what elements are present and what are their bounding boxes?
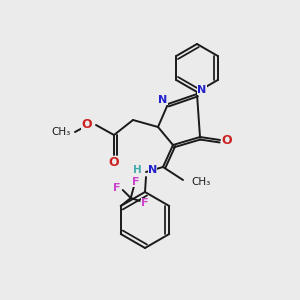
Text: N: N <box>197 85 207 95</box>
Text: N: N <box>148 165 157 175</box>
Text: O: O <box>81 118 92 130</box>
Text: F: F <box>132 177 140 187</box>
Text: O: O <box>222 134 232 146</box>
Text: F: F <box>113 183 121 193</box>
Text: N: N <box>158 95 168 105</box>
Text: H: H <box>133 165 142 175</box>
Text: F: F <box>141 198 148 208</box>
Text: CH₃: CH₃ <box>191 177 210 187</box>
Text: CH₃: CH₃ <box>52 127 71 137</box>
Text: O: O <box>109 155 119 169</box>
